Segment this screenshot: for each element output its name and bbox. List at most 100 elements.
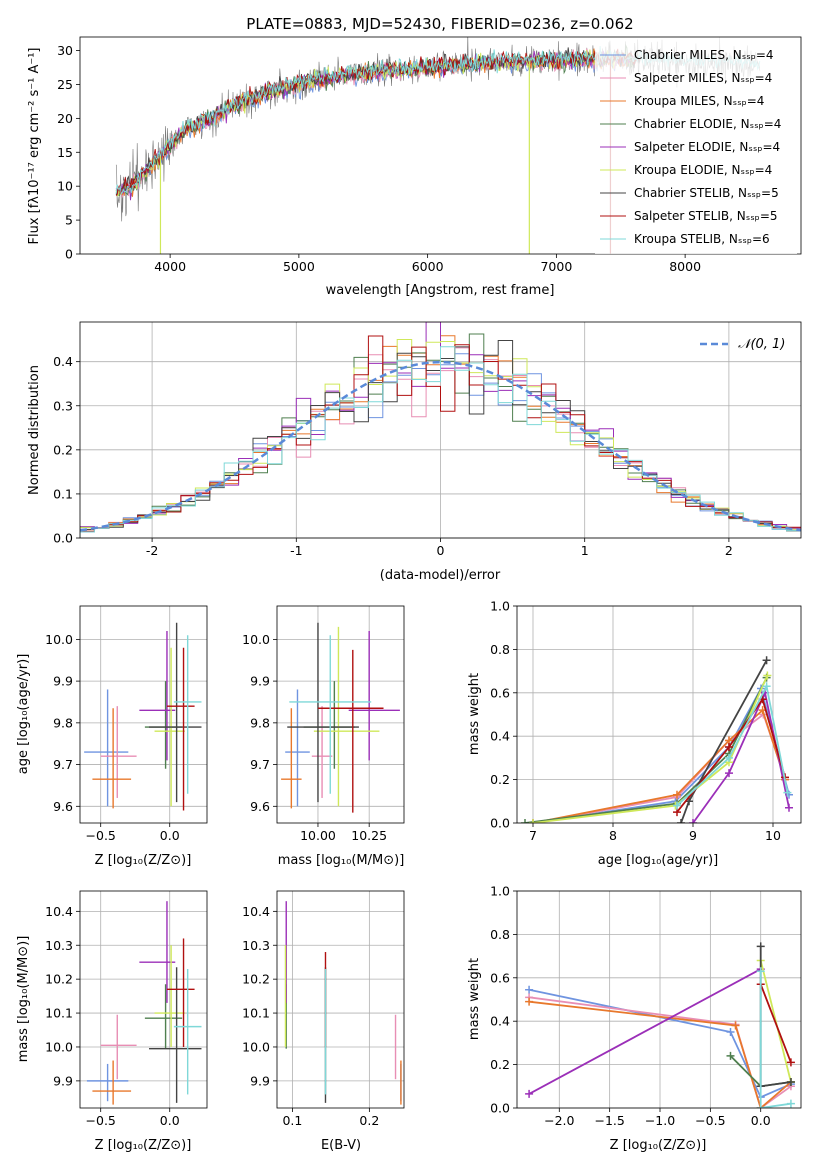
mass-vs-z-ylabel: mass [log₁₀(M/M⊙)] <box>16 936 31 1063</box>
y-tick-label: 10.0 <box>242 632 270 647</box>
sfh-line-salpeter-stelib <box>676 697 786 813</box>
sfh-marker-chabrier-stelib <box>762 656 771 665</box>
x-tick-label: −0.5 <box>695 1113 725 1128</box>
sfh-marker-chabrier-miles <box>525 985 534 994</box>
sfh-metallicity-panel: −2.0 −1.5 −1.0 −0.5 0.0 0.0 0.2 0.4 0.6 0.8 1.0 <box>490 884 802 1128</box>
plot-marks <box>281 622 400 813</box>
y-tick-label: 20 <box>57 111 73 126</box>
axes-frame <box>516 890 802 1109</box>
y-tick-label: 1.0 <box>490 884 510 899</box>
sfh-marker-salpeter-stelib <box>786 1058 795 1067</box>
y-tick-label: 10.0 <box>242 1039 270 1054</box>
sfh-marker-chabrier-stelib <box>677 819 685 823</box>
sfh-marker-kroupa-miles <box>673 790 681 799</box>
y-tick-label: 10.3 <box>45 938 73 953</box>
legend-salpeter-miles: Salpeter MILES, Nₛₛₚ=4 <box>634 71 772 85</box>
y-tick-label: 9.9 <box>53 674 73 689</box>
y-tick-label: 9.7 <box>53 757 73 772</box>
legend-chabrier-elodie: Chabrier ELODIE, Nₛₛₚ=4 <box>634 117 781 131</box>
x-tick-label: 0 <box>437 543 445 558</box>
sfh-line-chabrier-stelib <box>680 659 768 823</box>
spectrum-panel: PLATE=0883, MJD=52430, FIBERID=0236, z=0… <box>27 15 802 298</box>
sfh-marker-chabrier-elodie <box>521 819 529 823</box>
y-tick-label: 0.4 <box>53 354 73 369</box>
y-tick-label: 9.9 <box>250 1073 270 1088</box>
residuals-legend: 𝒩(0, 1) <box>700 337 785 352</box>
sfh-marker-kroupa-miles <box>731 1021 740 1030</box>
y-tick-label: 5 <box>65 213 73 228</box>
x-tick-label: 8 <box>609 828 617 843</box>
sfh-line-kroupa-stelib <box>676 683 789 807</box>
sfh-age-ylabel: mass weight <box>467 673 482 755</box>
y-tick-label: 25 <box>57 77 73 92</box>
plot-marks <box>521 656 793 823</box>
x-tick-label: 10 <box>765 828 781 843</box>
legend-kroupa-stelib: Kroupa STELIB, Nₛₛₚ=6 <box>634 232 770 246</box>
sfh-line-kroupa-stelib <box>759 971 792 1108</box>
sfh-marker-kroupa-miles <box>525 997 534 1006</box>
y-tick-label: 10.0 <box>45 632 73 647</box>
y-tick-label: 0.2 <box>53 442 73 457</box>
y-tick-label: 9.7 <box>250 757 270 772</box>
y-tick-label: 0.8 <box>490 927 510 942</box>
y-tick-label: 0.2 <box>490 1057 510 1072</box>
plot-marks <box>284 901 402 1105</box>
age-vs-metallicity-panel: −0.5 0.0 9.6 9.7 9.8 9.9 10.0 <box>45 605 208 843</box>
x-tick-label: 10.00 <box>300 828 336 843</box>
x-tick-label: 10.25 <box>351 828 387 843</box>
sfh-marker-kroupa-elodie <box>763 671 772 680</box>
sfh-marker-salpeter-elodie <box>525 1089 534 1098</box>
y-tick-label: 30 <box>57 43 73 58</box>
y-tick-label: 10.2 <box>45 972 73 987</box>
y-tick-label: 10.4 <box>242 904 270 919</box>
sfh-marker-salpeter-elodie <box>725 769 733 778</box>
y-tick-label: 10.1 <box>45 1006 73 1021</box>
y-tick-label: 0.0 <box>53 531 73 546</box>
mass-vs-metallicity-panel: −0.5 0.0 9.9 10.0 10.1 10.2 10.3 10.4 <box>45 890 208 1128</box>
sfh-marker-salpeter-elodie <box>689 819 697 823</box>
y-tick-label: 9.9 <box>53 1073 73 1088</box>
x-tick-label: 0.0 <box>160 1113 180 1128</box>
axes-frame <box>79 321 802 539</box>
x-tick-label: −1.0 <box>645 1113 675 1128</box>
sfh-line-salpeter-elodie <box>692 689 790 823</box>
legend-chabrier-stelib: Chabrier STELIB, Nₛₛₚ=5 <box>634 186 779 200</box>
y-tick-label: 0.6 <box>490 970 510 985</box>
sfh-marker-kroupa-stelib <box>786 1099 795 1108</box>
sfh-marker-kroupa-stelib <box>725 753 733 762</box>
age-vs-z-ylabel: age [log₁₀(age/yr)] <box>16 654 31 775</box>
plot-marks <box>525 942 795 1108</box>
legend-normal-label: 𝒩(0, 1) <box>738 337 785 352</box>
sfh-marker-kroupa-stelib <box>756 967 765 976</box>
axes-frame <box>79 36 802 255</box>
residuals-ylabel: Normed distribution <box>27 365 42 495</box>
legend-kroupa-elodie: Kroupa ELODIE, Nₛₛₚ=4 <box>634 163 772 177</box>
residuals-xlabel: (data-model)/error <box>380 568 501 583</box>
sfh-marker-salpeter-stelib <box>725 743 733 752</box>
spectrum-title: PLATE=0883, MJD=52430, FIBERID=0236, z=0… <box>246 15 633 33</box>
model-spectrum-salpeter-stelib <box>115 48 640 196</box>
residuals-plot-area: -2 -1 0 1 2 0.0 0.1 0.2 0.3 0.4 <box>53 321 802 558</box>
y-tick-label: 0.3 <box>53 398 73 413</box>
sfh-marker-kroupa-stelib <box>756 1104 765 1108</box>
sfh-marker-kroupa-stelib <box>673 801 681 810</box>
y-tick-label: 10 <box>57 179 73 194</box>
spectrum-legend: Chabrier MILES, Nₛₛₚ=4 Salpeter MILES, N… <box>595 38 797 254</box>
y-tick-label: 15 <box>57 145 73 160</box>
x-tick-label: −0.5 <box>86 1113 116 1128</box>
y-tick-label: 0.6 <box>490 685 510 700</box>
y-tick-label: 10.2 <box>242 972 270 987</box>
x-tick-label: -2 <box>146 543 158 558</box>
sfh-z-ylabel: mass weight <box>467 958 482 1040</box>
y-tick-label: 10.0 <box>45 1039 73 1054</box>
plot-marks <box>86 901 202 1105</box>
sfh-line-salpeter-elodie <box>528 968 762 1095</box>
y-tick-label: 0.4 <box>490 1014 510 1029</box>
axes-frame <box>79 890 208 1109</box>
sfh-marker-kroupa-stelib <box>762 682 771 691</box>
y-tick-label: 1.0 <box>490 599 510 614</box>
x-tick-label: 1 <box>581 543 589 558</box>
age-vs-mass-xlabel: mass [log₁₀(M/M⊙)] <box>278 853 405 868</box>
x-tick-label: 0.2 <box>359 1113 379 1128</box>
